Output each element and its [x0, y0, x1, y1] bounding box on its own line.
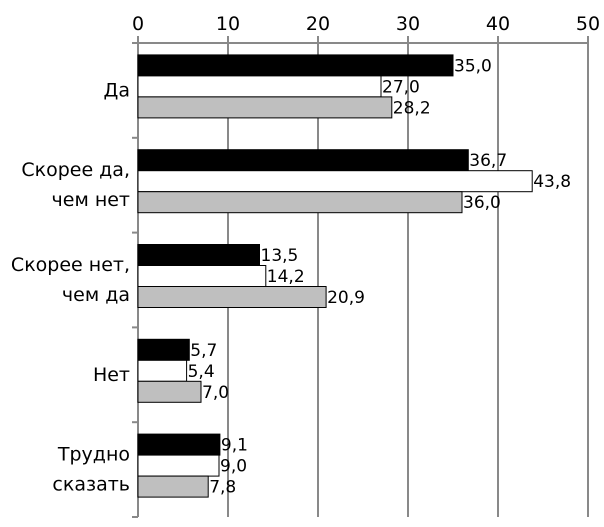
data-labels: 35,0 27,028,2 36,7 43,8 36,0 13,514,2 20,9 5,75… [188, 56, 571, 497]
y-category-label-2-line-2: чем нет [52, 189, 130, 211]
data-label-s1-c1: 35,0 [454, 56, 492, 76]
y-category-label-3-line-2: чем да [62, 284, 130, 306]
bar-s2-c2 [137, 170, 533, 193]
data-label-s1-c4: 5,7 [190, 341, 217, 361]
bar-s2-c1 [137, 75, 382, 98]
bar-s1-c4 [137, 338, 190, 361]
data-label-s2-c4: 5,4 [188, 362, 215, 382]
y-category-label-5-line-2: сказать [52, 474, 130, 496]
bar-s1-c5 [137, 433, 221, 456]
data-label-s2-c3: 14,2 [267, 267, 305, 287]
y-category-label-4-line-1: Нет [93, 364, 130, 386]
bar-s1-c1 [137, 54, 454, 77]
data-label-s1-c2: 36,7 [469, 151, 507, 171]
bar-s3-c1 [137, 96, 393, 119]
y-category-label-3-line-1: Скорее нет, [11, 254, 130, 276]
data-label-s2-c2: 43,8 [533, 172, 571, 192]
bar-s2-c4 [137, 359, 188, 382]
x-tick-label-10: 10 [216, 13, 240, 35]
data-label-s2-c1: 27,0 [382, 77, 420, 97]
bar-s3-c4 [137, 380, 202, 403]
data-label-s3-c3: 20,9 [327, 288, 365, 308]
bar-s1-c2 [137, 149, 469, 172]
data-label-s3-c1: 28,2 [393, 98, 431, 118]
bars [137, 54, 533, 498]
data-label-s1-c5: 9,1 [221, 436, 248, 456]
data-label-s3-c5: 7,8 [209, 478, 236, 498]
data-label-s2-c5: 9,0 [220, 457, 247, 477]
data-label-s3-c4: 7,0 [202, 383, 229, 403]
bar-s3-c2 [137, 191, 463, 214]
y-category-label-5-line-1: Трудно [57, 444, 130, 466]
bar-s3-c3 [137, 286, 327, 308]
x-tick-label-40: 40 [486, 13, 510, 35]
gridlines [227, 43, 589, 517]
y-category-label-2-line-1: Скорее да, [21, 159, 130, 181]
x-tick-label-20: 20 [306, 13, 330, 35]
x-tick-label-50: 50 [576, 13, 600, 35]
y-category-label-1-line-1: Да [104, 79, 131, 101]
data-label-s1-c3: 13,5 [261, 246, 299, 266]
bar-s1-c3 [137, 244, 260, 266]
bar-s2-c5 [137, 454, 220, 477]
data-label-s3-c2: 36,0 [463, 193, 501, 213]
bar-s3-c5 [137, 475, 209, 498]
x-tick-label-30: 30 [396, 13, 420, 35]
bar-s2-c3 [137, 265, 267, 287]
x-tick-label-0: 0 [132, 13, 144, 35]
